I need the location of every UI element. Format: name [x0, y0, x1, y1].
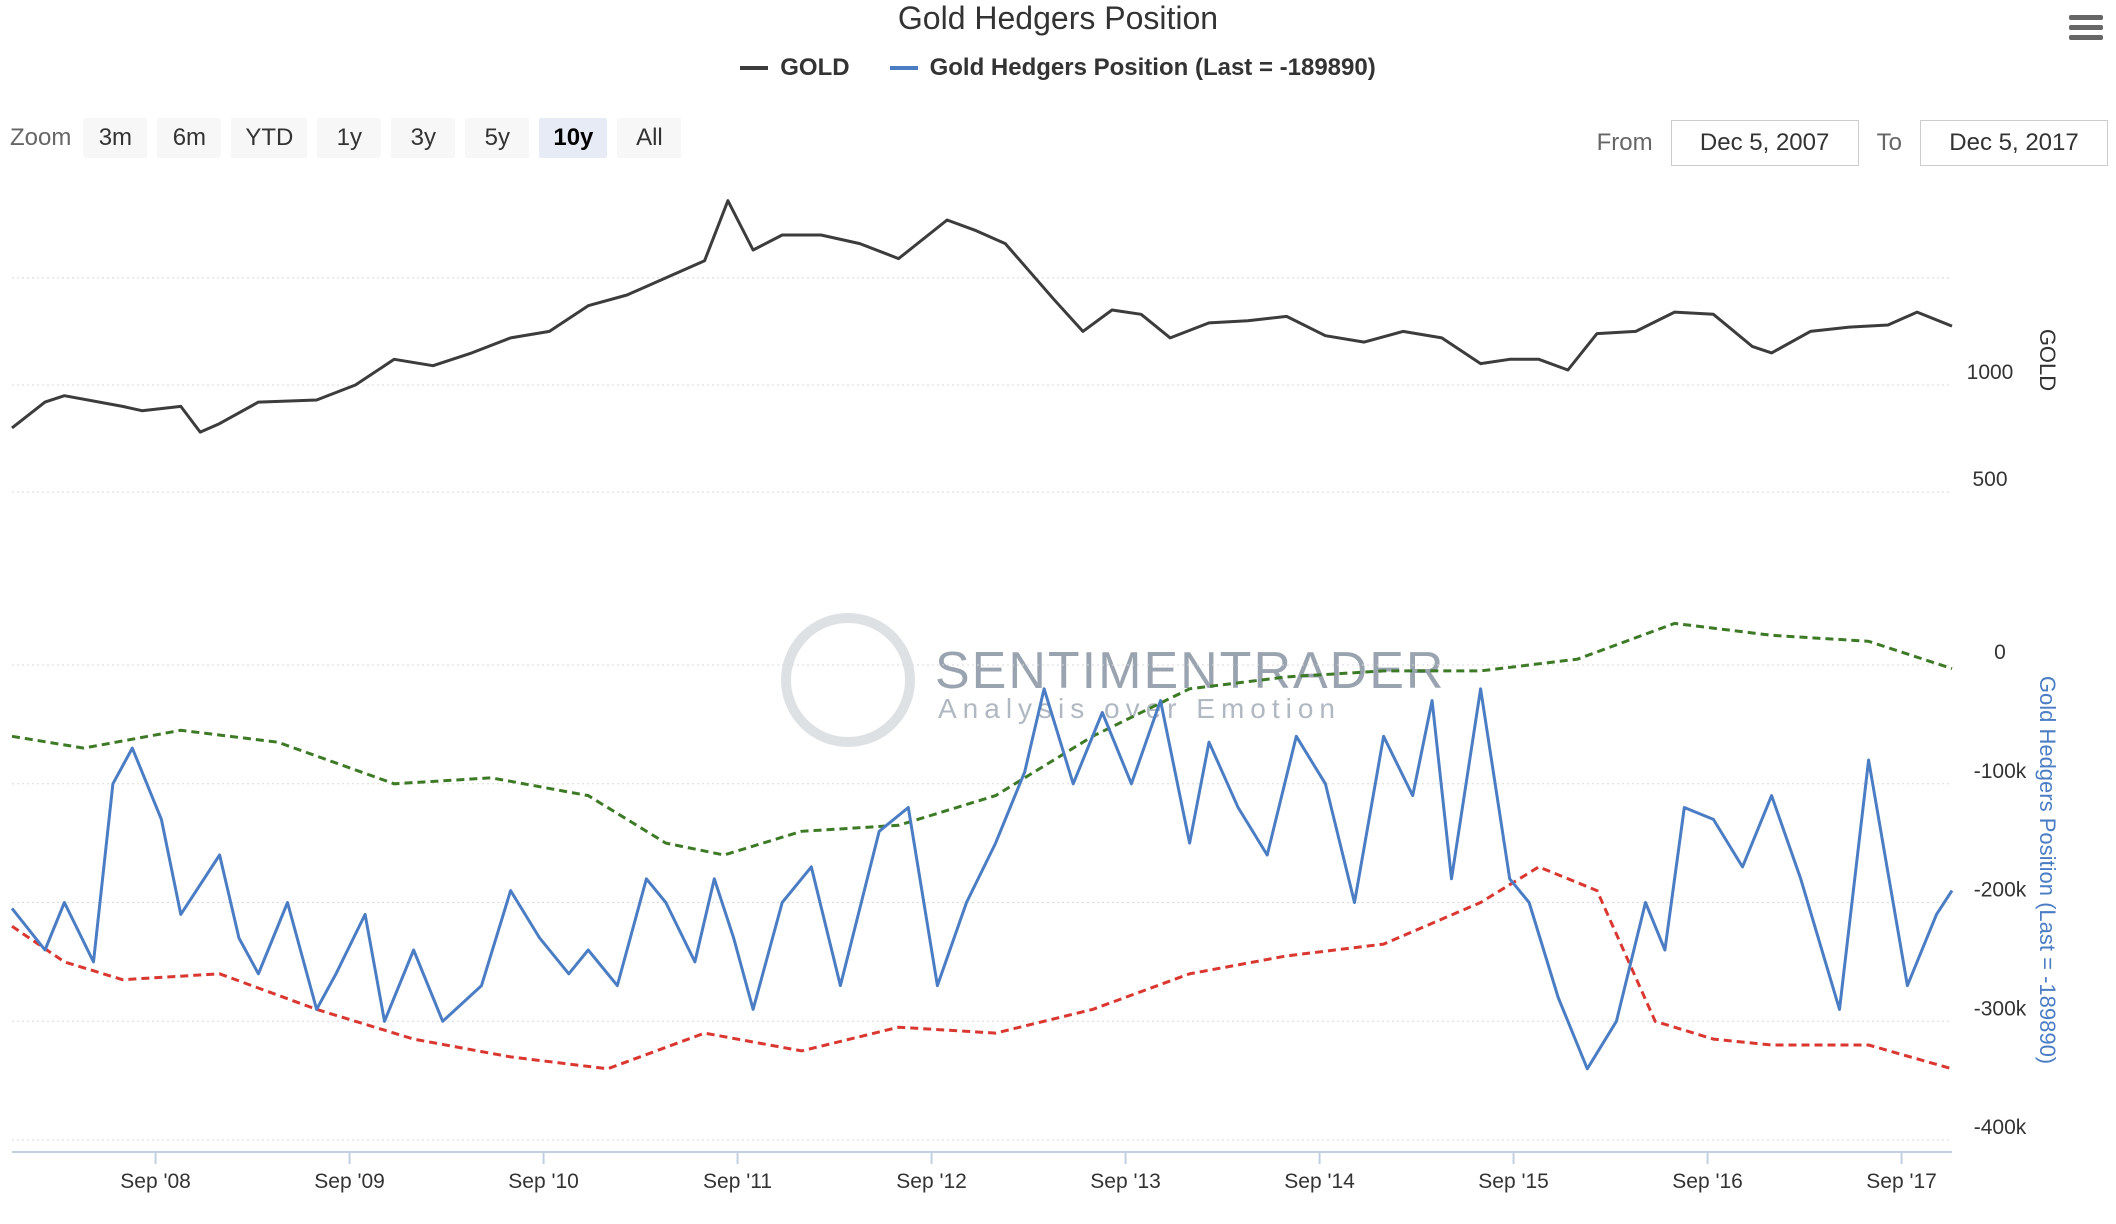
to-date-input[interactable]: Dec 5, 2017 [1920, 120, 2108, 166]
x-tick-label: Sep '12 [896, 1170, 967, 1193]
legend-item-hedgers[interactable]: Gold Hedgers Position (Last = -189890) [889, 54, 1376, 82]
x-tick-label: Sep '13 [1090, 1170, 1161, 1193]
x-tick-label: Sep '09 [314, 1170, 385, 1193]
legend-label-hedgers: Gold Hedgers Position (Last = -189890) [929, 54, 1376, 81]
x-tick-label: Sep '11 [703, 1170, 772, 1193]
series-line-lower-band [11, 865, 1953, 1071]
hamburger-menu-icon[interactable] [2064, 10, 2108, 50]
x-tick-label: Sep '15 [1478, 1170, 1549, 1193]
zoom-controls: Zoom 3m 6m YTD 1y 3y 5y 10y All [10, 118, 682, 158]
zoom-button-5y[interactable]: 5y [465, 118, 530, 158]
y-tick-label-gold: 1000 [1967, 361, 2014, 384]
from-date-input[interactable]: Dec 5, 2007 [1670, 120, 1859, 166]
series-line-hedgers [10, 687, 1954, 1071]
zoom-button-all[interactable]: All [617, 118, 682, 158]
legend-item-gold[interactable]: GOLD [740, 54, 850, 82]
legend-swatch-gold [740, 66, 769, 70]
x-tick-label: Sep '16 [1672, 1170, 1743, 1193]
series-line-gold [11, 199, 1953, 434]
y-tick-label-gold: 500 [1972, 468, 2007, 491]
zoom-button-6m[interactable]: 6m [157, 118, 222, 158]
chart-title: Gold Hedgers Position [897, 0, 1219, 36]
from-label: From [1596, 129, 1653, 156]
to-label: To [1876, 129, 1902, 156]
x-tick-label: Sep '10 [508, 1170, 579, 1193]
watermark-subtitle: Analysis over Emotion [938, 693, 1341, 724]
zoom-button-3m[interactable]: 3m [83, 118, 148, 158]
legend-swatch-hedgers [889, 66, 918, 70]
zoom-button-ytd[interactable]: YTD [231, 118, 308, 158]
legend: GOLD Gold Hedgers Position (Last = -1898… [0, 54, 2116, 82]
x-tick-label: Sep '08 [120, 1170, 191, 1193]
zoom-button-3y[interactable]: 3y [391, 118, 456, 158]
zoom-label: Zoom [10, 124, 72, 151]
y-tick-label-hedgers: -400k [1974, 1116, 2027, 1139]
legend-label-gold: GOLD [780, 54, 850, 81]
zoom-button-10y[interactable]: 10y [539, 118, 608, 158]
x-tick-label: Sep '14 [1284, 1170, 1355, 1193]
watermark-logo [781, 613, 915, 747]
date-range: From Dec 5, 2007 To Dec 5, 2017 [1597, 120, 2108, 166]
y-tick-label-hedgers: -100k [1974, 760, 2027, 783]
y-tick-label-hedgers: -200k [1974, 879, 2027, 902]
series-line-upper-band [11, 621, 1953, 857]
y-axis-title-gold: GOLD [2035, 329, 2060, 391]
y-axis-title-hedgers: Gold Hedgers Position (Last = -189890) [2035, 676, 2060, 1064]
y-tick-label-hedgers: -300k [1974, 997, 2027, 1020]
y-tick-label-hedgers: 0 [1994, 641, 2006, 664]
zoom-button-1y[interactable]: 1y [317, 118, 382, 158]
x-tick-label: Sep '17 [1866, 1170, 1937, 1193]
